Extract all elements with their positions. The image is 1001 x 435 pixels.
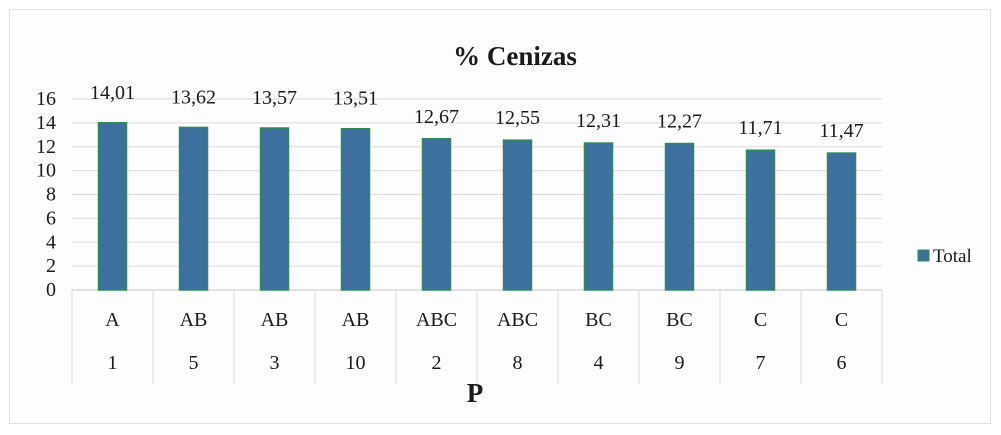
- x-group-label: BC: [666, 309, 693, 331]
- bar-7: [745, 149, 776, 291]
- bar-8: [502, 139, 533, 291]
- legend: Total: [917, 246, 972, 267]
- bar-6: [826, 152, 857, 291]
- x-axis-label: P: [467, 378, 484, 408]
- y-tick-label: 12: [36, 136, 56, 158]
- x-group-label: BC: [585, 309, 612, 331]
- data-label: 14,01: [90, 82, 135, 104]
- x-tick-label: 9: [675, 352, 685, 374]
- x-tick-label: 6: [837, 352, 847, 374]
- y-tick-label: 4: [46, 231, 56, 253]
- x-category-table: A 1 AB 5 AB 3 AB 10 ABC 2 ABC 8 BC 4 BC 9 C 7 C 6: [71, 290, 883, 384]
- bar-4: [583, 142, 614, 291]
- x-tick-label: 4: [594, 352, 604, 374]
- chart-title: % Cenizas: [453, 41, 577, 71]
- x-tick-label: 5: [189, 352, 199, 374]
- data-labels: 14,01 13,62 13,57 13,51 12,67 12,55 12,31 12,27…: [90, 82, 864, 142]
- x-tick-label: 1: [108, 352, 118, 374]
- y-tick-label: 2: [46, 255, 56, 277]
- y-tick-label: 10: [36, 160, 56, 182]
- x-group-label: C: [754, 309, 767, 331]
- data-label: 11,47: [819, 120, 863, 142]
- bar-5: [178, 126, 209, 291]
- x-tick-label: 7: [756, 352, 766, 374]
- data-label: 13,51: [333, 88, 378, 110]
- x-group-label: AB: [261, 309, 289, 331]
- y-tick-label: 14: [36, 112, 56, 134]
- bars: [97, 122, 857, 291]
- bar-3: [259, 127, 290, 291]
- data-label: 13,57: [252, 87, 297, 109]
- legend-swatch-total: [917, 249, 930, 262]
- y-tick-label: 16: [36, 88, 56, 110]
- bar-2: [421, 138, 452, 291]
- y-tick-label: 6: [46, 207, 56, 229]
- x-tick-label: 8: [513, 352, 523, 374]
- y-tick-label: 8: [46, 184, 56, 206]
- x-group-label: A: [105, 309, 120, 331]
- data-label: 12,27: [657, 111, 702, 133]
- x-group-label: C: [835, 309, 848, 331]
- x-group-label: ABC: [416, 309, 457, 331]
- y-tick-label: 0: [46, 279, 56, 301]
- bar-chart: % Cenizas 14,01 13,62 13,57 13,51 12,67 12,55…: [36, 41, 972, 408]
- chart-frame: % Cenizas 14,01 13,62 13,57 13,51 12,67 12,55…: [9, 9, 991, 424]
- data-label: 13,62: [171, 86, 216, 108]
- x-tick-label: 10: [346, 352, 366, 374]
- x-tick-label: 3: [270, 352, 280, 374]
- x-group-label: ABC: [497, 309, 538, 331]
- data-label: 11,71: [738, 117, 782, 139]
- x-group-label: AB: [180, 309, 208, 331]
- bar-10: [340, 127, 371, 291]
- bar-1: [97, 122, 128, 291]
- data-label: 12,67: [414, 106, 459, 128]
- bar-9: [664, 142, 695, 291]
- data-label: 12,31: [576, 110, 621, 132]
- x-group-label: AB: [342, 309, 370, 331]
- x-tick-label: 2: [432, 352, 442, 374]
- legend-label-total: Total: [933, 246, 972, 267]
- data-label: 12,55: [495, 107, 540, 129]
